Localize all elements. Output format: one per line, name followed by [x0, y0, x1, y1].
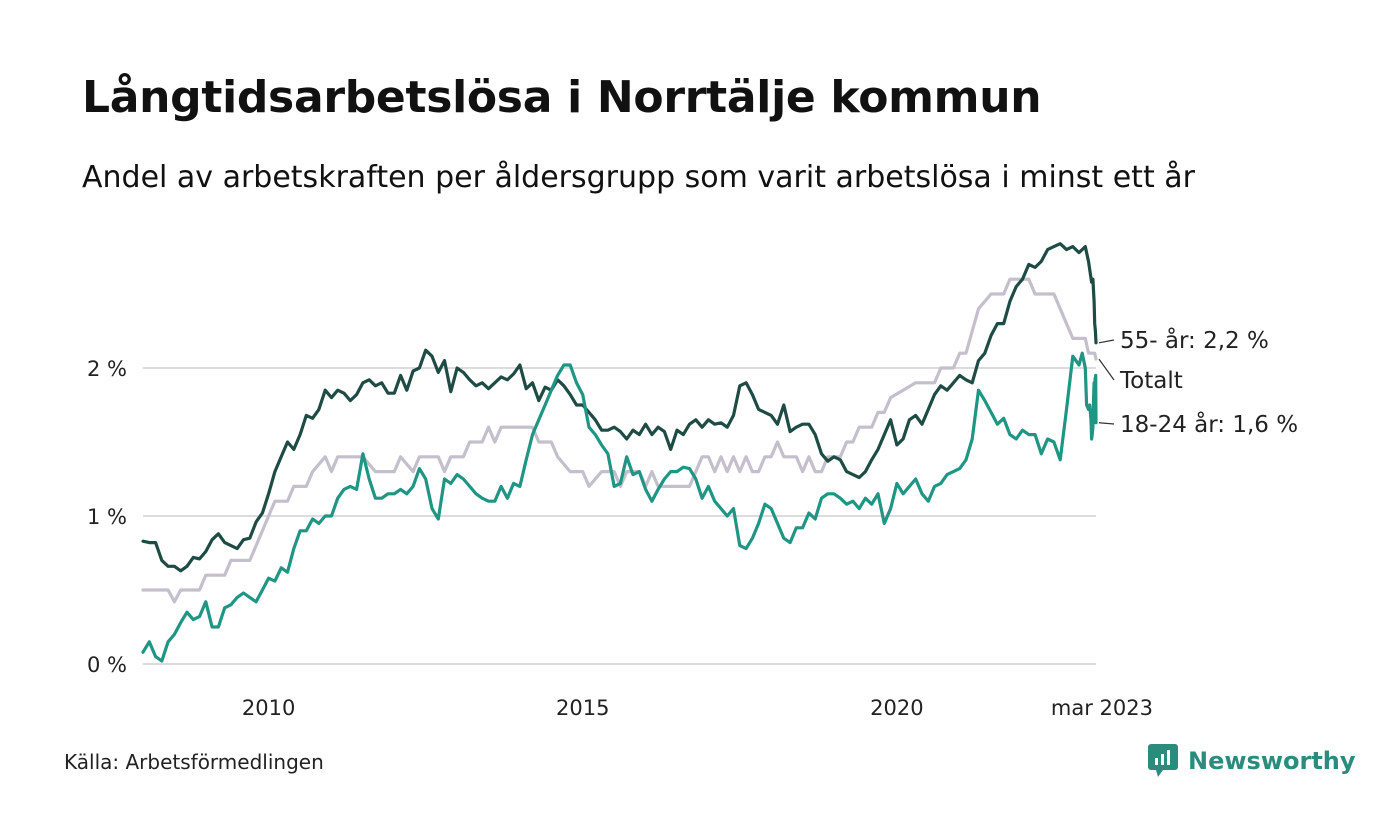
series-end-label: 55- år: 2,2 %	[1120, 326, 1269, 354]
series-label-connector	[1098, 339, 1115, 344]
series-label-connector	[1098, 422, 1115, 425]
y-axis: 0 % 1 % 2 %	[87, 357, 127, 677]
x-tick-label: 2020	[870, 696, 923, 720]
series-line-0	[141, 277, 1098, 604]
y-tick-label: 0 %	[87, 653, 127, 677]
x-tick-label: mar 2023	[1051, 696, 1153, 720]
series-end-label: Totalt	[1119, 368, 1183, 394]
newsworthy-icon	[1148, 744, 1178, 777]
x-tick-label: 2010	[242, 696, 295, 720]
y-tick-label: 1 %	[87, 505, 127, 529]
series-labels: Totalt 55- år: 2,2 % 18-24 år: 1,6 %	[1098, 326, 1298, 438]
chart-title: Långtidsarbetslösa i Norrtälje kommun	[82, 72, 1042, 123]
series-end-label: 18-24 år: 1,6 %	[1120, 410, 1298, 438]
brand-name: Newsworthy	[1188, 747, 1356, 775]
grid-lines	[143, 367, 1096, 665]
series-lines	[141, 242, 1098, 663]
series-label-connector	[1098, 358, 1115, 381]
x-tick-label: 2015	[556, 696, 609, 720]
series-line-1	[141, 242, 1098, 573]
x-axis: 2010 2015 2020 mar 2023	[242, 696, 1153, 720]
series-line-2	[141, 351, 1098, 663]
chart-subtitle: Andel av arbetskraften per åldersgrupp s…	[82, 160, 1195, 195]
brand-logo: Newsworthy	[1148, 744, 1356, 778]
y-tick-label: 2 %	[87, 357, 127, 381]
source-note: Källa: Arbetsförmedlingen	[64, 750, 324, 774]
